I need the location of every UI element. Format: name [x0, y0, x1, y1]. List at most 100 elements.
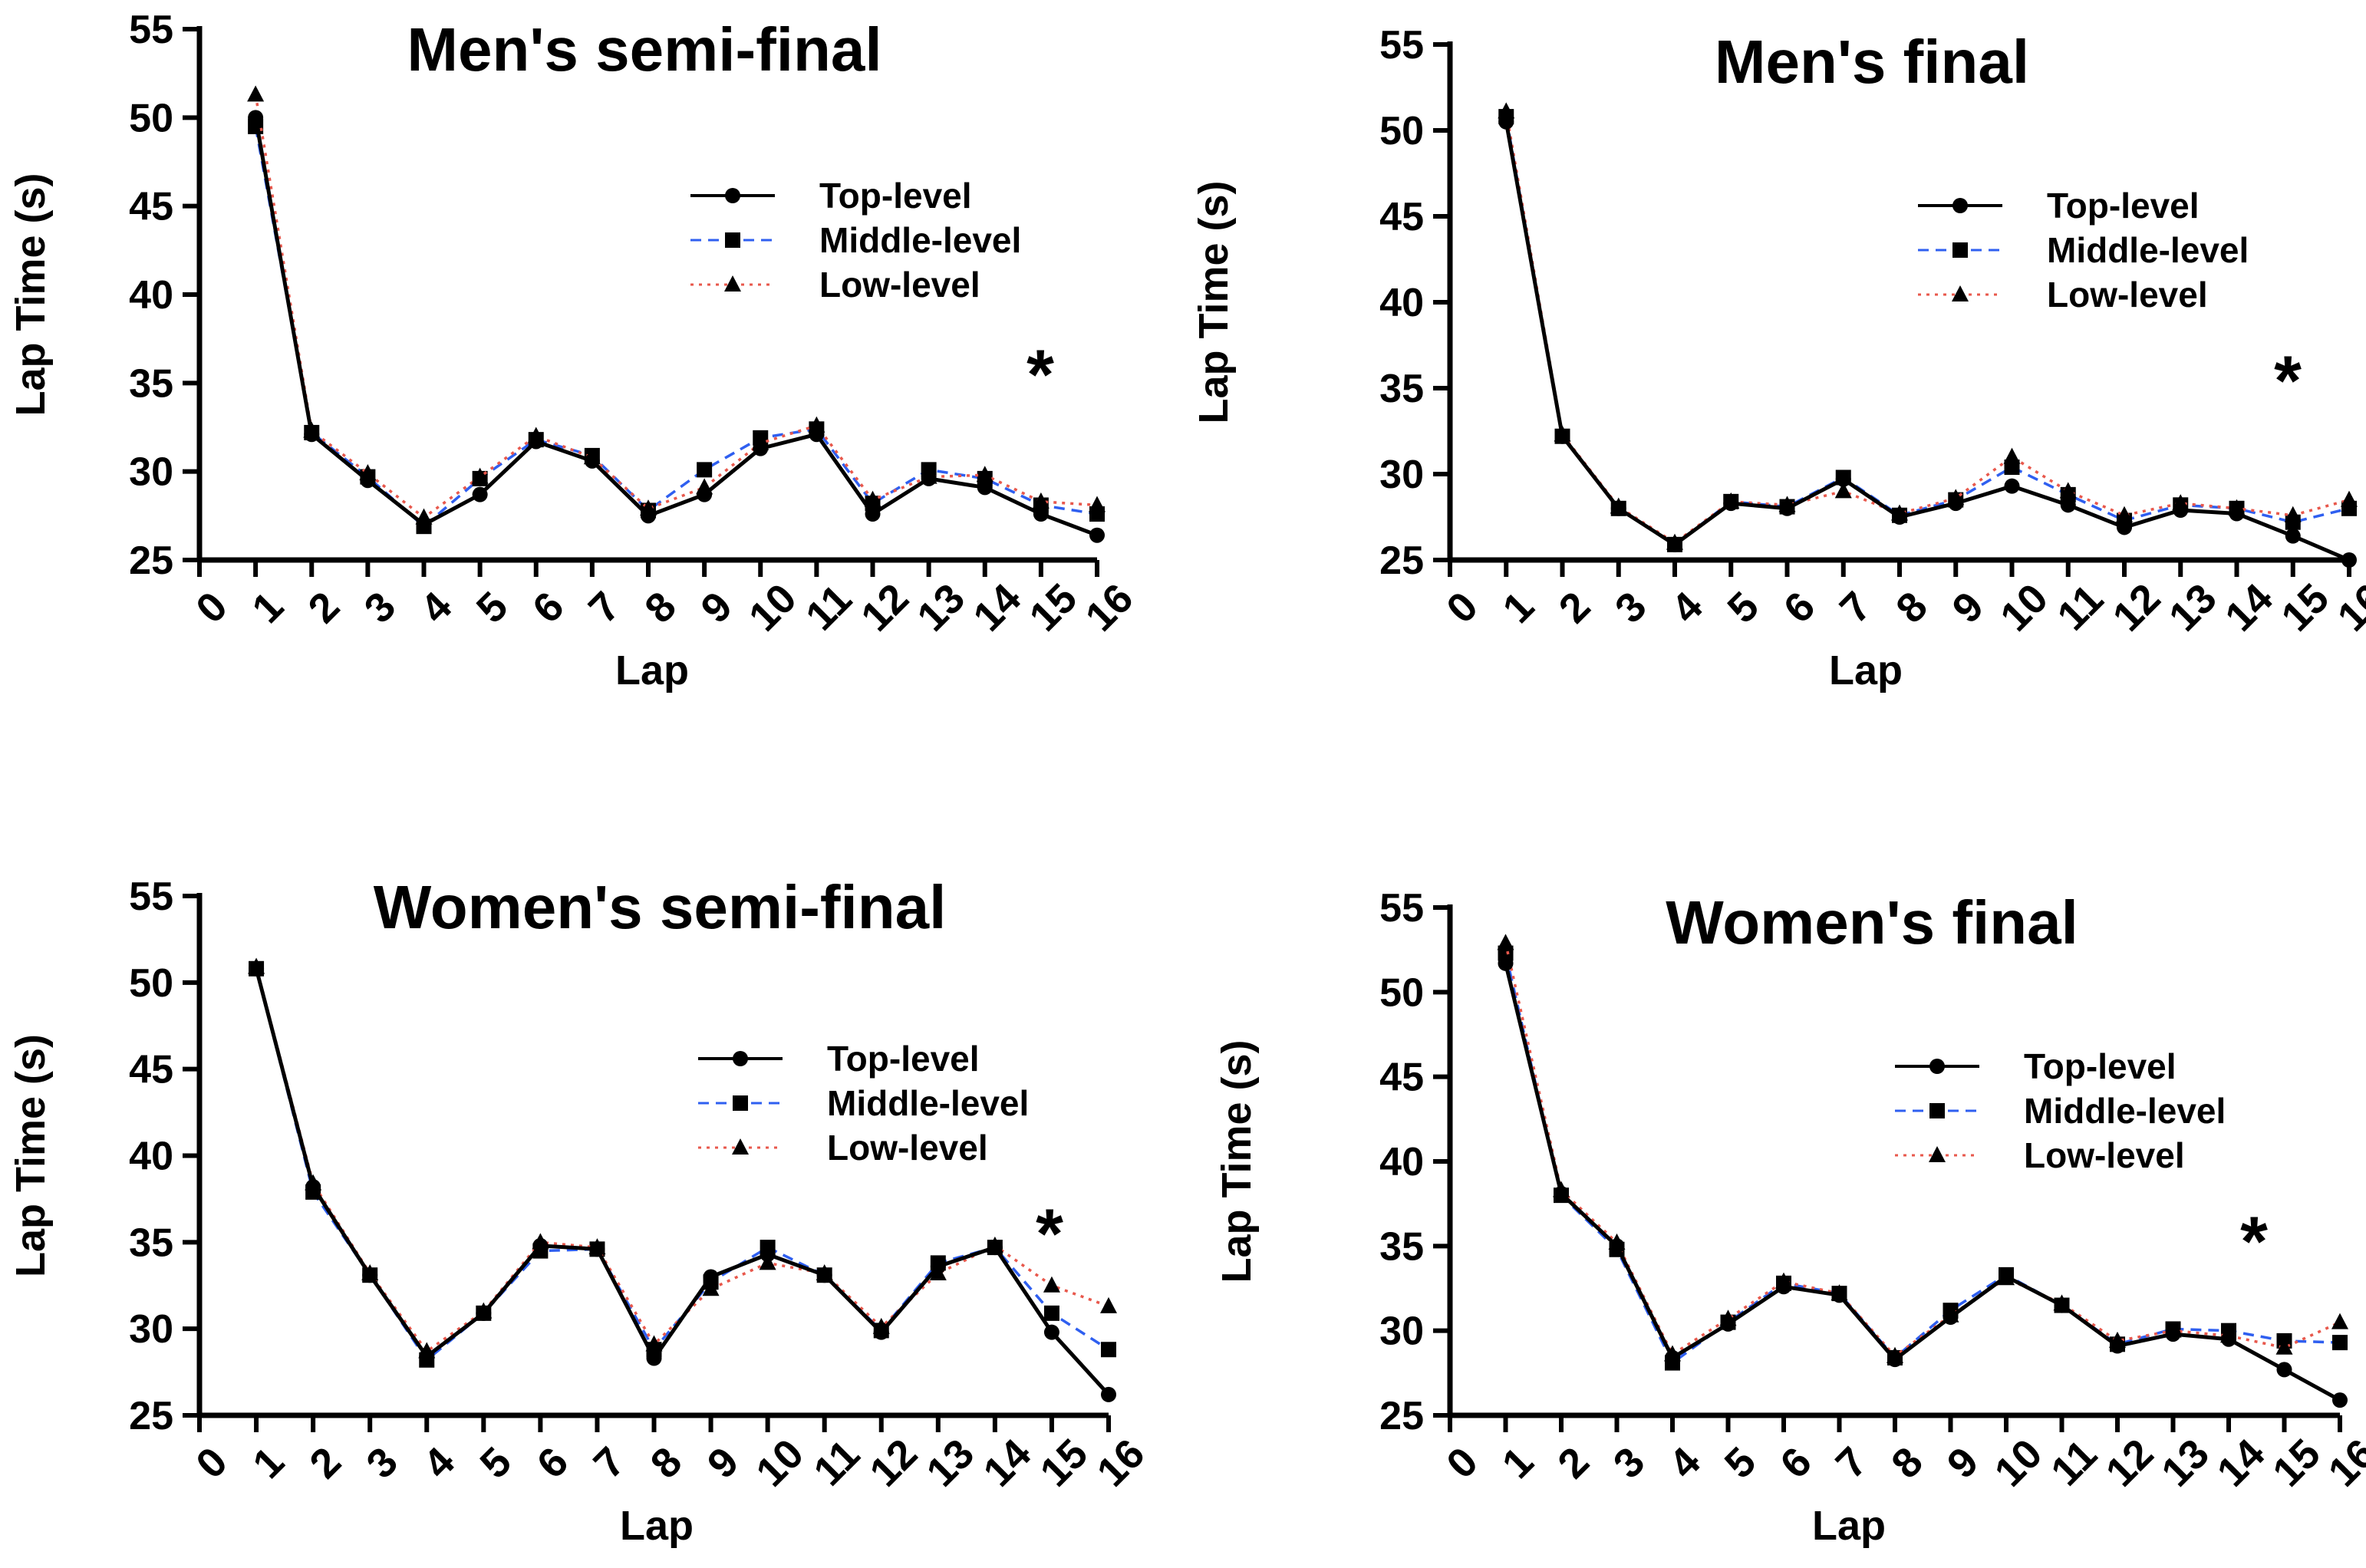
x-tick-label: 0 — [187, 583, 236, 632]
data-point-top-level — [532, 1237, 549, 1253]
data-point-top-level — [360, 473, 376, 489]
x-tick-label: 10 — [1992, 575, 2057, 641]
x-tick-label: 9 — [699, 1438, 748, 1487]
data-point-top-level — [1999, 1269, 2014, 1285]
data-point-top-level — [1609, 1238, 1625, 1254]
data-point-top-level — [1498, 955, 1514, 971]
data-point-top-level — [1667, 536, 1682, 552]
data-point-low-level — [2275, 1338, 2293, 1355]
y-tick-label: 55 — [1379, 23, 1424, 68]
data-point-top-level — [2276, 1362, 2292, 1378]
legend-marker-top-level — [725, 188, 740, 203]
data-point-low-level — [2116, 506, 2133, 522]
data-point-top-level — [1887, 1352, 1903, 1368]
x-tick-label: 14 — [974, 1431, 1040, 1496]
x-tick-label: 16 — [1089, 1431, 1154, 1496]
x-tick-label: 4 — [1662, 583, 1712, 632]
data-point-low-level — [1498, 102, 1515, 119]
data-point-top-level — [1723, 496, 1739, 512]
x-tick-label: 9 — [692, 583, 741, 632]
x-tick-label: 2 — [1550, 583, 1600, 632]
x-tick-label: 8 — [1883, 1438, 1932, 1487]
y-tick-label: 55 — [129, 8, 173, 52]
y-tick-label: 35 — [129, 1220, 173, 1265]
data-point-top-level — [1033, 506, 1049, 522]
x-tick-label: 7 — [585, 1438, 634, 1487]
x-tick-label: 0 — [1438, 583, 1487, 632]
x-tick-label: 6 — [524, 583, 573, 632]
y-tick-label: 30 — [129, 1307, 173, 1352]
data-point-top-level — [697, 486, 713, 502]
x-tick-label: 5 — [1716, 1438, 1765, 1487]
y-tick-label: 50 — [1379, 109, 1424, 153]
legend-label: Top-level — [819, 176, 972, 216]
x-tick-label: 12 — [861, 1431, 926, 1496]
y-tick-label: 25 — [1379, 1394, 1424, 1438]
x-tick-label: 15 — [1031, 1431, 1096, 1496]
data-point-middle-level — [2332, 1335, 2348, 1351]
series-line-middle-level — [254, 126, 1098, 528]
x-tick-label: 10 — [1986, 1431, 2051, 1496]
data-point-top-level — [809, 427, 825, 443]
y-tick-label: 40 — [1379, 281, 1424, 325]
legend-marker-top-level — [1929, 1059, 1945, 1074]
x-tick-label: 16 — [1077, 575, 1142, 641]
data-point-middle-level — [1101, 1342, 1116, 1358]
series-line-top-level — [253, 117, 1098, 538]
legend-marker-top-level — [733, 1051, 748, 1066]
data-point-low-level — [864, 490, 881, 507]
data-point-top-level — [930, 1258, 946, 1274]
data-point-top-level — [873, 1324, 889, 1340]
data-point-low-level — [2331, 1313, 2348, 1329]
x-tick-label: 3 — [356, 583, 405, 632]
legend-marker-low-level — [1929, 1146, 1946, 1162]
legend-label: Middle-level — [2024, 1091, 2226, 1131]
data-point-top-level — [1720, 1316, 1736, 1332]
x-axis-label: Lap — [1812, 1503, 1886, 1549]
x-tick-label: 6 — [1771, 1438, 1821, 1487]
data-point-top-level — [865, 506, 881, 522]
legend-marker-low-level — [724, 275, 741, 292]
data-point-middle-level — [697, 462, 713, 478]
data-point-top-level — [977, 479, 993, 496]
x-tick-label: 11 — [805, 1431, 868, 1495]
data-point-top-level — [2117, 519, 2132, 535]
data-point-top-level — [304, 427, 320, 443]
x-tick-label: 3 — [1606, 583, 1656, 632]
y-tick-label: 25 — [129, 1394, 173, 1438]
data-point-top-level — [2221, 1331, 2236, 1347]
legend-marker-top-level — [1952, 198, 1968, 213]
x-tick-label: 8 — [636, 583, 685, 632]
data-point-low-level — [1089, 496, 1106, 512]
x-tick-label: 3 — [358, 1438, 407, 1487]
x-tick-label: 0 — [187, 1438, 236, 1487]
y-tick-label: 30 — [129, 450, 173, 495]
data-point-top-level — [2060, 497, 2076, 513]
data-point-top-level — [753, 440, 769, 456]
data-point-low-level — [1043, 1276, 1060, 1293]
data-point-top-level — [816, 1267, 832, 1283]
data-point-top-level — [2110, 1338, 2125, 1354]
y-tick-label: 35 — [129, 361, 173, 406]
y-tick-label: 35 — [1379, 367, 1424, 411]
data-point-top-level — [248, 110, 264, 126]
legend-label: Low-level — [2047, 275, 2208, 315]
y-tick-label: 55 — [1379, 886, 1424, 931]
data-point-top-level — [584, 453, 600, 469]
y-axis-label: Lap Time (s) — [1214, 1039, 1260, 1283]
y-tick-label: 25 — [129, 539, 173, 583]
y-axis-label: Lap Time (s) — [8, 173, 54, 416]
legend-label: Low-level — [819, 265, 980, 305]
legend-marker-middle-level — [1929, 1103, 1945, 1118]
series-line-top-level — [1504, 121, 2350, 562]
data-point-top-level — [2054, 1297, 2070, 1313]
legend-label: Top-level — [827, 1039, 980, 1079]
data-point-low-level — [2059, 482, 2077, 499]
x-tick-label: 1 — [1494, 583, 1543, 632]
x-tick-label: 1 — [243, 583, 292, 632]
